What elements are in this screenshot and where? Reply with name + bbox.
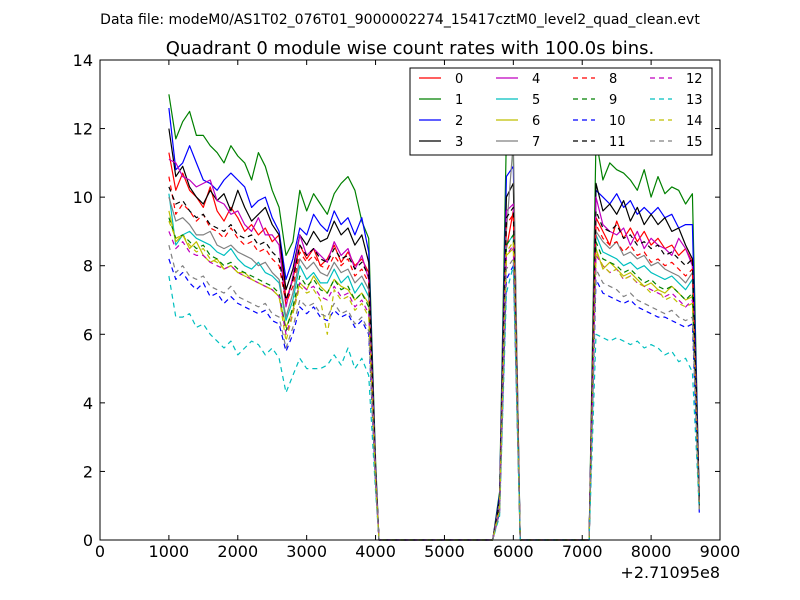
x-tick-label: 1000	[149, 542, 190, 561]
y-tick-label: 14	[73, 51, 93, 70]
series-line-13	[168, 265, 700, 541]
x-tick-label: 5000	[424, 542, 465, 561]
chart-suptitle: Data file: modeM0/AS1T02_076T01_90000022…	[100, 12, 700, 28]
series-line-11	[168, 186, 700, 541]
legend-label-3: 3	[455, 135, 463, 150]
y-tick-label: 8	[83, 257, 93, 276]
legend-label-14: 14	[686, 114, 703, 129]
series-line-1	[168, 94, 700, 541]
x-tick-label: 0	[95, 542, 105, 561]
series-line-10	[168, 258, 700, 541]
x-tick-label: 6000	[493, 542, 534, 561]
x-tick-label: 9000	[700, 542, 741, 561]
legend-label-1: 1	[455, 93, 463, 108]
x-offset-label: +2.71095e8	[620, 563, 720, 582]
series-line-2	[168, 107, 700, 541]
series-line-7	[168, 141, 700, 541]
series-layer	[168, 94, 700, 541]
y-tick-label: 12	[73, 120, 93, 139]
chart-title: Quadrant 0 module wise count rates with …	[166, 38, 655, 59]
x-tick-label: 3000	[286, 542, 327, 561]
y-tick-label: 2	[83, 462, 93, 481]
series-line-8	[168, 176, 700, 541]
y-tick-label: 0	[83, 531, 93, 550]
x-tick-label: 8000	[631, 542, 672, 561]
legend-label-0: 0	[455, 72, 463, 87]
series-line-3	[168, 128, 700, 541]
legend-label-5: 5	[532, 93, 540, 108]
legend-label-7: 7	[532, 135, 540, 150]
legend-label-10: 10	[609, 114, 626, 129]
series-line-14	[168, 220, 700, 541]
legend-label-6: 6	[532, 114, 540, 129]
series-line-5	[168, 193, 700, 541]
tick-layer: 0 1000 2000 3000 4000 5000 6000 7000 8000 9000 0 2 4…	[73, 51, 741, 561]
x-tick-label: 7000	[562, 542, 603, 561]
y-tick-label: 10	[73, 188, 93, 207]
legend-label-12: 12	[686, 72, 703, 87]
plot-frame	[99, 59, 721, 541]
legend-label-4: 4	[532, 72, 540, 87]
x-tick-label: 4000	[355, 542, 396, 561]
legend-label-8: 8	[609, 72, 617, 87]
y-tick-label: 6	[83, 325, 93, 344]
legend-label-13: 13	[686, 93, 703, 108]
legend-label-15: 15	[686, 135, 703, 150]
series-line-4	[168, 158, 700, 541]
legend-label-9: 9	[609, 93, 617, 108]
x-tick-label: 2000	[217, 542, 258, 561]
legend-label-11: 11	[609, 135, 626, 150]
y-tick-label: 4	[83, 394, 93, 413]
series-line-9	[168, 217, 700, 541]
legend-label-2: 2	[455, 114, 463, 129]
